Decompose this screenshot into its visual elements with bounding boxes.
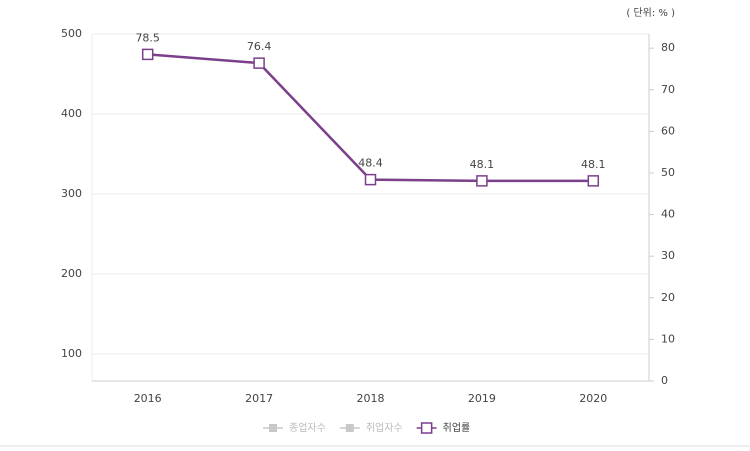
x-tick-label: 2017 <box>245 392 273 405</box>
point <box>476 175 488 187</box>
y2-tick-label: 50 <box>661 166 675 179</box>
value-label: 48.4 <box>358 157 383 170</box>
x-tick-label: 2016 <box>134 392 162 405</box>
y-tick-label: 400 <box>61 107 82 120</box>
y2-tick-label: 20 <box>661 291 675 304</box>
y2-tick-label: 40 <box>661 208 675 221</box>
point <box>587 175 600 187</box>
unit-label: ( 단위: % ) <box>626 6 675 19</box>
value-label: 78.5 <box>135 31 160 44</box>
y-tick-label: 500 <box>61 27 82 40</box>
x-tick-label: 2019 <box>468 392 496 405</box>
y2-tick-label: 10 <box>661 332 675 345</box>
value-label: 76.4 <box>247 40 272 53</box>
point <box>253 57 265 69</box>
y2-tick-label: 0 <box>661 374 668 387</box>
value-label: 48.1 <box>470 158 495 171</box>
point <box>141 48 154 61</box>
y2-tick-label: 70 <box>661 83 675 96</box>
y-tick-label: 300 <box>61 187 82 200</box>
x-tick-label: 2020 <box>579 392 607 405</box>
y2-tick-label: 30 <box>661 249 675 262</box>
legend-label: 취업률 <box>443 421 471 434</box>
legend-label: 종업자수 <box>289 421 326 434</box>
y2-tick-label: 80 <box>661 41 675 54</box>
y-tick-label: 100 <box>61 347 82 360</box>
legend-label: 취업자수 <box>366 421 403 434</box>
y-tick-label: 200 <box>61 267 82 280</box>
value-label: 48.1 <box>581 158 606 171</box>
point <box>364 173 377 186</box>
y2-tick-label: 60 <box>661 124 675 137</box>
x-tick-label: 2018 <box>357 392 385 405</box>
legend-symbol <box>345 424 354 432</box>
legend-symbol <box>269 424 277 432</box>
legend-symbol <box>420 422 433 434</box>
